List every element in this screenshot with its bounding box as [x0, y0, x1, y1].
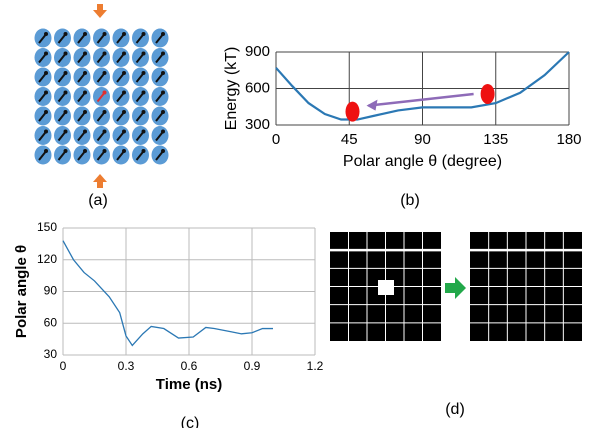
magnet-arrow-head	[122, 90, 126, 95]
magnet-arrow-head	[141, 90, 146, 95]
magnet-arrow-head	[83, 129, 87, 134]
pulse-arrow	[93, 4, 107, 18]
magnet-arrow-head	[44, 129, 48, 134]
y-axis-label: Energy (kT)	[223, 47, 240, 131]
state-marker	[345, 101, 360, 122]
magnet-arrow-head	[44, 110, 48, 114]
magnet-arrow-head	[83, 51, 87, 56]
magnet-arrow-head	[161, 129, 165, 134]
magnet-arrow-head	[122, 110, 126, 114]
transition-arrow	[368, 92, 474, 107]
series-line	[275, 51, 570, 121]
y-tick-label: 900	[245, 43, 270, 60]
magnet-arrow-head	[44, 51, 48, 56]
magnet-arrow-head	[44, 32, 48, 36]
magnet-arrow-head	[63, 110, 68, 114]
magnet-arrow-head	[141, 51, 146, 56]
magnet-arrow-head	[63, 129, 68, 134]
magnet-arrow-head	[102, 90, 107, 95]
magnet-arrow-head	[44, 149, 48, 153]
x-axis-label: Time (ns)	[156, 376, 222, 393]
state-marker	[480, 83, 495, 104]
magnet-arrow-head	[161, 149, 165, 153]
x-tick-label: 1.2	[307, 359, 324, 373]
magnet-arrow-head	[63, 90, 68, 95]
magnet-arrow-head	[63, 149, 68, 153]
y-tick-label: 150	[37, 220, 57, 234]
magnet-arrow-head	[102, 32, 107, 36]
panel-label: (d)	[445, 401, 465, 418]
pulse-arrow	[93, 174, 107, 188]
magnet-arrow-head	[102, 51, 107, 56]
x-tick-label: 45	[341, 131, 358, 148]
x-tick-label: 0	[60, 359, 67, 373]
magnet-arrow-head	[63, 71, 68, 75]
magnet-arrow-head	[102, 149, 107, 153]
magnet-arrow-head	[122, 149, 126, 153]
magnet-arrow-head	[141, 129, 146, 134]
magnet-arrow-head	[141, 149, 146, 153]
magnet-arrow-head	[161, 32, 165, 36]
x-tick-label: 90	[414, 131, 431, 148]
x-tick-label: 180	[556, 131, 581, 148]
x-tick-label: 0	[272, 131, 280, 148]
y-tick-label: 300	[245, 116, 270, 133]
magnet-arrow-head	[122, 71, 126, 75]
magnet-arrow-head	[161, 90, 165, 95]
magnet-arrow-head	[141, 110, 146, 114]
magnet-arrow-head	[63, 51, 68, 56]
flipped-cell	[378, 280, 394, 295]
magnet-arrow-head	[102, 129, 107, 134]
magnet-arrow-head	[122, 51, 126, 56]
series-line	[62, 240, 273, 347]
magnet-arrow-head	[141, 71, 146, 75]
x-tick-label: 0.9	[244, 359, 261, 373]
y-tick-label: 90	[44, 284, 58, 298]
x-axis-label: Polar angle θ (degree)	[343, 153, 502, 170]
magnet-arrow-head	[161, 110, 165, 114]
magnet-arrow-head	[102, 71, 107, 75]
magnet-arrow-head	[83, 110, 87, 114]
y-tick-label: 60	[44, 315, 58, 329]
y-tick-label: 120	[37, 252, 57, 266]
panel-label: (b)	[400, 192, 420, 209]
magnet-arrow-head	[122, 129, 126, 134]
magnet-arrow-head	[161, 51, 165, 56]
panel-label: (a)	[88, 192, 108, 209]
magnet-arrow-head	[141, 32, 146, 36]
x-tick-label: 135	[483, 131, 508, 148]
y-tick-label: 30	[44, 347, 58, 361]
panel-label: (c)	[181, 415, 200, 428]
magnet-arrow-head	[44, 71, 48, 75]
x-tick-label: 0.6	[181, 359, 198, 373]
magnet-arrow-head	[83, 32, 87, 36]
magnet-arrow-head	[63, 32, 68, 36]
transition-arrow	[445, 277, 466, 299]
magnet-arrow-head	[83, 149, 87, 153]
transition-arrow-head	[366, 99, 378, 111]
magnet-arrow-head	[161, 71, 165, 75]
x-tick-label: 0.3	[118, 359, 135, 373]
magnet-arrow-head	[83, 90, 87, 95]
y-axis-label: Polar angle θ	[13, 245, 30, 338]
magnet-arrow-head	[102, 110, 107, 114]
y-tick-label: 600	[245, 79, 270, 96]
magnet-arrow-head	[83, 71, 87, 75]
magnet-arrow-head	[44, 90, 48, 95]
magnet-arrow-head	[122, 32, 126, 36]
